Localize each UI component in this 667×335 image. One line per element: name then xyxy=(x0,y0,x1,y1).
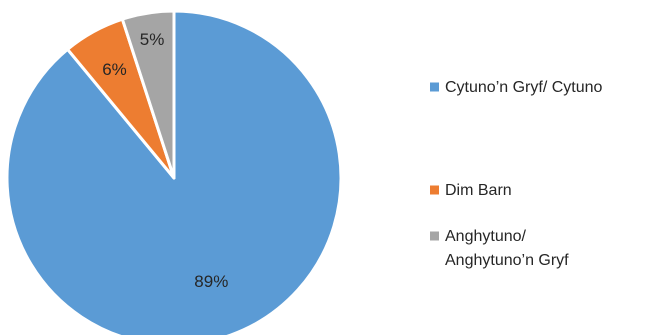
legend-marker-1 xyxy=(430,82,439,92)
pie-slices xyxy=(5,9,343,335)
data-label-1: 89% xyxy=(194,272,228,291)
legend-marker-3 xyxy=(430,231,439,241)
pie-data-labels: 89% 6% 5% xyxy=(102,30,228,291)
legend-label-3: Anghytuno/Anghytuno’n Gryf xyxy=(445,228,569,269)
legend-label-2: Dim Barn xyxy=(445,182,512,199)
data-label-2: 6% xyxy=(102,60,127,79)
pie-slice-1 xyxy=(5,9,343,335)
data-label-3: 5% xyxy=(140,30,165,49)
legend-marker-2 xyxy=(430,185,439,195)
legend: Cytuno’n Gryf/ Cytuno Dim Barn Anghytuno/A… xyxy=(430,79,603,269)
pie-slice-3 xyxy=(120,9,176,180)
legend-label-1: Cytuno’n Gryf/ Cytuno xyxy=(445,79,603,96)
